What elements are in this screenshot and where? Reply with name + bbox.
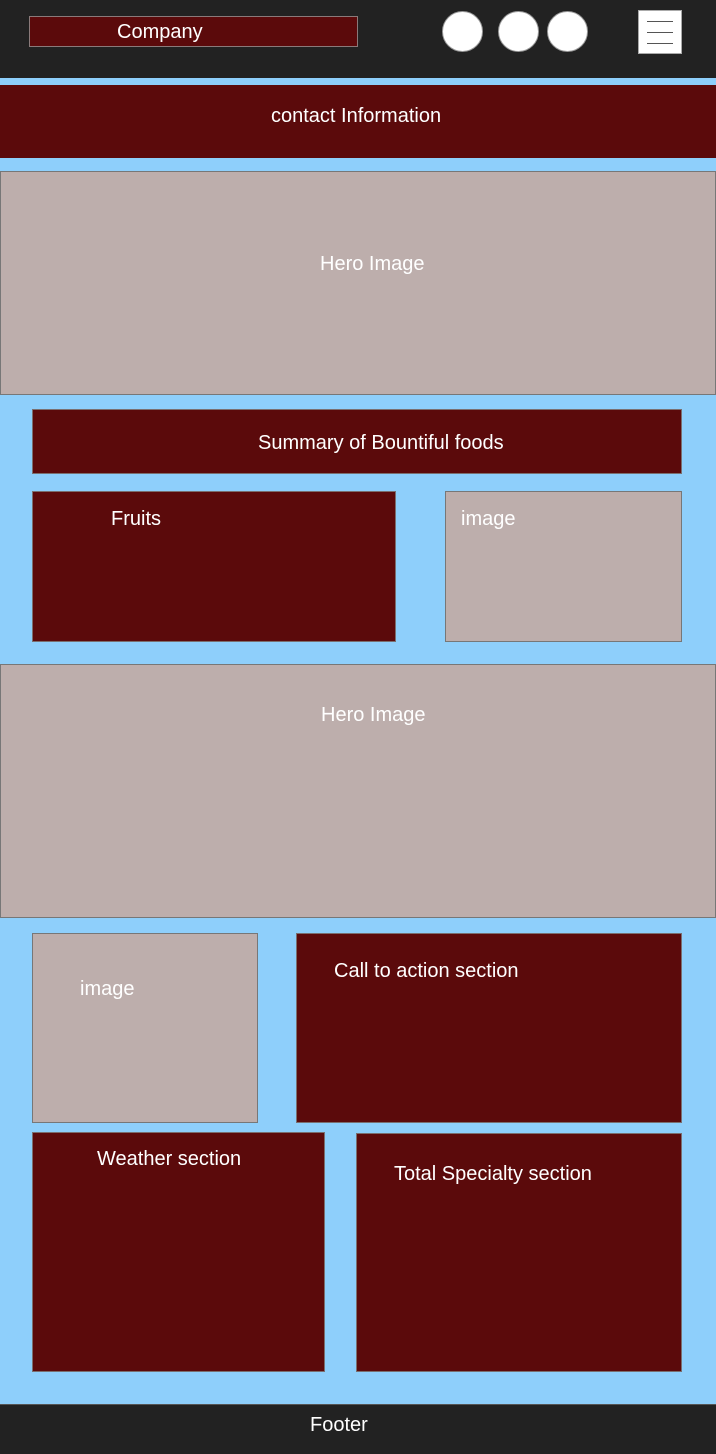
hamburger-menu-icon[interactable] — [638, 10, 682, 54]
call-to-action-section[interactable]: Call to action section — [296, 933, 682, 1123]
fruits-section: Fruits — [32, 491, 396, 642]
header: Company — [0, 0, 716, 78]
cta-label: Call to action section — [334, 960, 519, 982]
summary-label: Summary of Bountiful foods — [258, 432, 504, 454]
hero-image-label: Hero Image — [321, 704, 426, 726]
footer: Footer — [0, 1404, 716, 1454]
social-icon-2[interactable] — [498, 11, 539, 52]
social-icon-1[interactable] — [442, 11, 483, 52]
summary-section: Summary of Bountiful foods — [32, 409, 682, 474]
fruits-image: image — [445, 491, 682, 642]
weather-label: Weather section — [97, 1148, 242, 1170]
specialty-section: Total Specialty section — [356, 1133, 682, 1372]
social-icon-3[interactable] — [547, 11, 588, 52]
hero-image-top: Hero Image — [0, 171, 716, 395]
specialty-label: Total Specialty section — [394, 1163, 592, 1185]
hero-image-middle: Hero Image — [0, 664, 716, 918]
company-logo-button[interactable]: Company — [29, 16, 358, 47]
cta-image: image — [32, 933, 258, 1123]
image-label: image — [80, 978, 135, 1000]
company-label: Company — [117, 21, 203, 43]
image-label: image — [461, 508, 516, 530]
hero-image-label: Hero Image — [320, 253, 425, 275]
footer-label: Footer — [310, 1414, 368, 1436]
contact-bar: contact Information — [0, 85, 716, 158]
fruits-label: Fruits — [111, 508, 161, 530]
contact-label: contact Information — [271, 105, 442, 127]
weather-section: Weather section — [32, 1132, 325, 1372]
